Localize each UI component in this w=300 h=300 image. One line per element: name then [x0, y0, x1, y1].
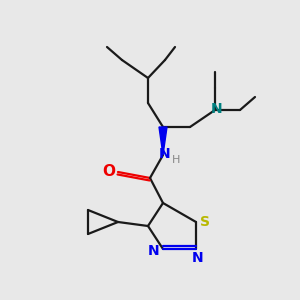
Text: N: N: [148, 244, 160, 258]
Text: S: S: [200, 215, 210, 229]
Polygon shape: [159, 127, 167, 155]
Text: N: N: [159, 147, 171, 161]
Text: O: O: [103, 164, 116, 179]
Text: H: H: [172, 155, 180, 165]
Text: N: N: [211, 102, 223, 116]
Text: N: N: [192, 251, 204, 265]
